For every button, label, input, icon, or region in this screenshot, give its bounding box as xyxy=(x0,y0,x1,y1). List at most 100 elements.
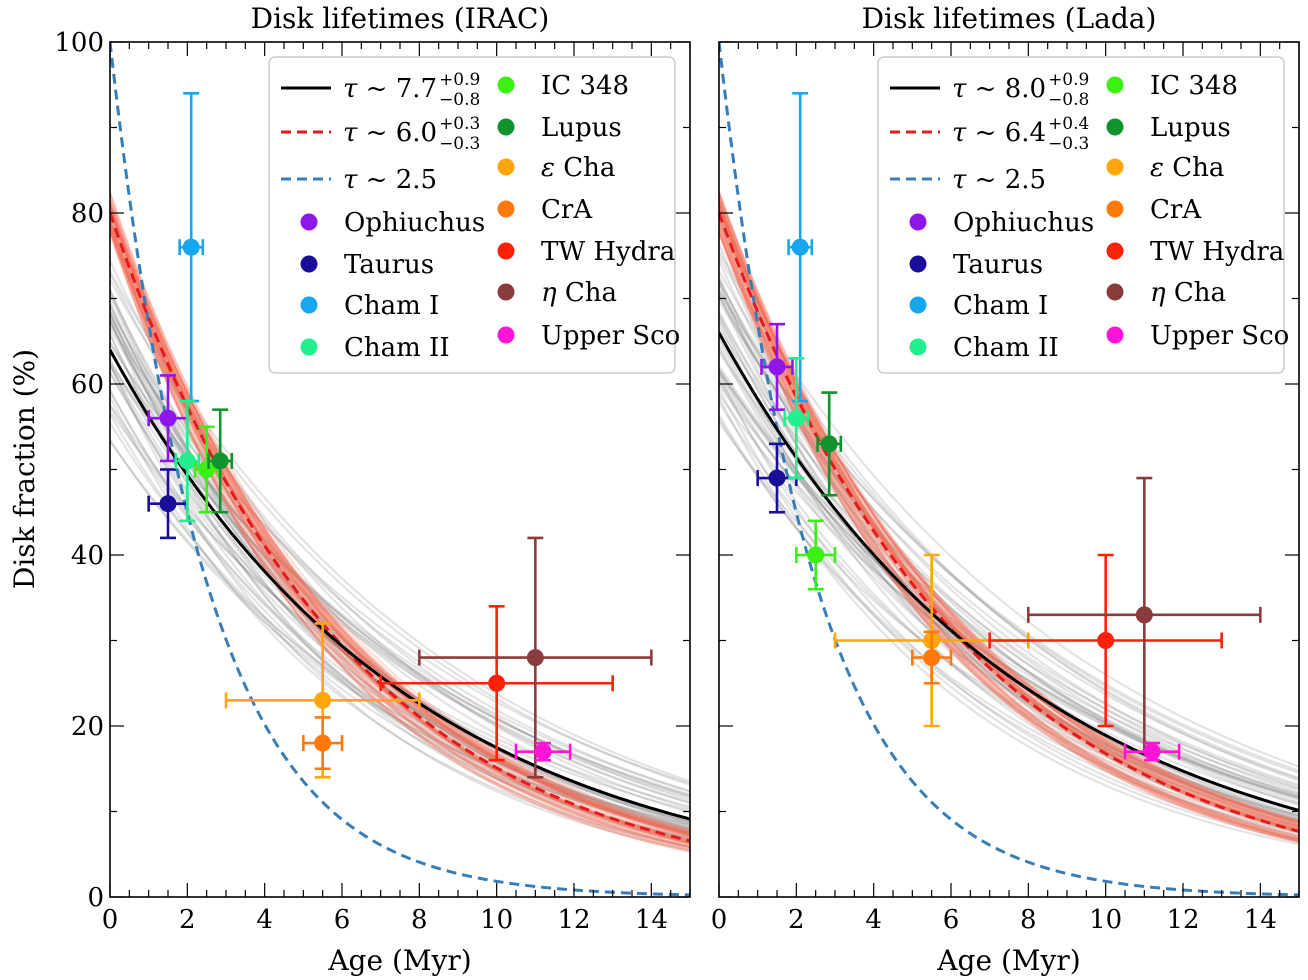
fit-curve-red xyxy=(719,212,1299,833)
y-tick-label: 40 xyxy=(71,541,104,571)
x-tick-label: 2 xyxy=(179,905,196,935)
y-tick-label: 20 xyxy=(71,712,104,742)
legend-marker xyxy=(1106,158,1124,176)
x-tick-label: 6 xyxy=(943,905,960,935)
legend-marker xyxy=(300,296,318,314)
data-point-cham-ii xyxy=(783,357,810,480)
posterior-sample-gray xyxy=(110,389,690,839)
legend-label-sup: +0.3 xyxy=(439,114,480,134)
legend-label: ε Cha xyxy=(1150,153,1224,183)
posterior-sample-red xyxy=(719,197,1299,832)
posterior-sample-gray xyxy=(110,410,690,808)
legend-marker xyxy=(1106,200,1124,218)
posterior-sample-gray xyxy=(719,288,1299,774)
x-axis-label: Age (Myr) xyxy=(327,944,471,977)
posterior-sample-gray xyxy=(110,439,690,831)
data-point-lupus xyxy=(816,391,843,497)
legend-label: Lupus xyxy=(541,113,622,143)
x-tick-label: 4 xyxy=(865,905,882,935)
posterior-sample-gray xyxy=(110,327,690,804)
x-tick-label: 12 xyxy=(557,905,590,935)
data-point-upper-sco xyxy=(1123,741,1181,762)
posterior-sample-red xyxy=(719,199,1299,830)
posterior-sample-gray xyxy=(719,327,1299,786)
legend-label: Taurus xyxy=(344,250,434,280)
posterior-sample-red xyxy=(719,228,1299,842)
legend: τ ~ 7.7 +0.9−0.8τ ~ 6.0 +0.3−0.3τ ~ 2.5 Oph… xyxy=(268,56,680,374)
legend-label: Cham II xyxy=(953,333,1059,363)
posterior-sample-gray xyxy=(110,371,690,830)
legend-label-curve: τ ~ 6.0 xyxy=(343,118,437,148)
x-tick-label: 10 xyxy=(1089,905,1122,935)
posterior-sample-gray xyxy=(110,422,690,833)
data-point-cham-i xyxy=(178,92,205,403)
posterior-sample-gray xyxy=(110,362,690,852)
legend-label-sub: −0.8 xyxy=(1048,90,1089,110)
plot-area xyxy=(110,42,690,897)
legend-label: CrA xyxy=(541,195,593,225)
posterior-sample-red xyxy=(719,200,1299,826)
y-axis-label: Disk fraction (%) xyxy=(8,349,41,589)
legend-marker xyxy=(300,255,318,273)
posterior-sample-red xyxy=(719,209,1299,841)
chart-title: Disk lifetimes (IRAC) xyxy=(251,2,550,35)
posterior-sample-gray xyxy=(110,332,690,845)
legend-label-sub: −0.8 xyxy=(439,90,480,110)
legend-marker xyxy=(909,213,927,231)
legend-marker xyxy=(1106,326,1124,344)
posterior-sample-gray xyxy=(110,364,690,840)
posterior-sample-red xyxy=(719,203,1299,842)
data-point-lupus xyxy=(207,408,234,514)
posterior-sample-red xyxy=(719,227,1299,843)
legend-label-sup: +0.9 xyxy=(1048,70,1089,90)
posterior-sample-red xyxy=(719,212,1299,830)
legend-marker xyxy=(1106,118,1124,136)
posterior-sample-gray xyxy=(110,405,690,827)
posterior-sample-gray xyxy=(110,372,690,824)
posterior-sample-red xyxy=(110,200,690,831)
legend-marker xyxy=(497,158,515,176)
legend-marker xyxy=(909,338,927,356)
data-point-ic-348 xyxy=(193,425,220,514)
legend-label: Ophiuchus xyxy=(344,208,485,238)
legend-marker xyxy=(1106,283,1124,301)
posterior-sample-gray xyxy=(110,395,690,848)
x-tick-label: 0 xyxy=(102,905,119,935)
posterior-sample-gray xyxy=(719,278,1299,806)
legend-label-curve: τ ~ 7.7 xyxy=(343,74,437,104)
legend: τ ~ 8.0 +0.9−0.8τ ~ 6.4 +0.4−0.3τ ~ 2.5 Oph… xyxy=(877,56,1289,374)
x-tick-label: 14 xyxy=(635,905,668,935)
legend-marker xyxy=(497,76,515,94)
x-tick-label: 8 xyxy=(411,905,428,935)
plot-area xyxy=(719,42,1299,897)
posterior-sample-gray xyxy=(719,250,1299,768)
data-point--cha xyxy=(1027,476,1262,753)
y-tick-label: 100 xyxy=(54,28,104,58)
posterior-sample-gray xyxy=(719,270,1299,779)
legend-label: Taurus xyxy=(953,250,1043,280)
posterior-sample-gray xyxy=(719,368,1299,801)
x-tick-label: 6 xyxy=(334,905,351,935)
legend-label: TW Hydra xyxy=(541,237,675,267)
legend-marker xyxy=(1106,242,1124,260)
legend-label: IC 348 xyxy=(1150,71,1238,101)
legend-marker xyxy=(497,326,515,344)
posterior-sample-gray xyxy=(110,390,690,834)
posterior-sample-red xyxy=(719,220,1299,844)
y-tick-label: 60 xyxy=(71,370,104,400)
posterior-sample-red xyxy=(719,215,1299,843)
legend-label-curve: τ ~ 8.0 xyxy=(952,74,1046,104)
legend-label-sub: −0.3 xyxy=(1048,134,1089,154)
legend-label-sub: −0.3 xyxy=(439,134,480,154)
x-axis-label: Age (Myr) xyxy=(936,944,1080,977)
data-point-upper-sco xyxy=(514,741,572,762)
posterior-sample-red xyxy=(719,223,1299,840)
legend-marker xyxy=(497,118,515,136)
posterior-sample-gray xyxy=(719,282,1299,824)
panel-1: 0 2 4 6 8 10 12 14 0 20 40 60 80 100 Disk lifetimes (I… xyxy=(54,2,691,977)
posterior-sample-red xyxy=(719,221,1299,839)
legend-marker xyxy=(497,283,515,301)
posterior-sample-red xyxy=(719,220,1299,842)
posterior-sample-gray xyxy=(719,372,1299,817)
